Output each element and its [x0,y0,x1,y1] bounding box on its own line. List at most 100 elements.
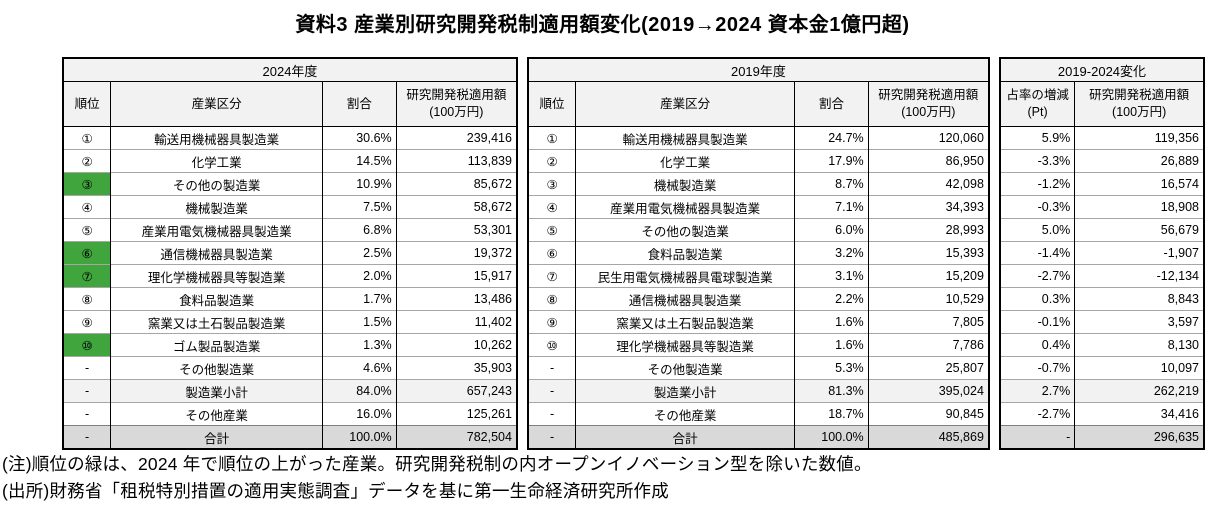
cell-industry: 輸送用機械器具製造業 [110,126,323,150]
table-row: - 製造業小計 81.3% 395,024 [527,379,989,403]
cell-rank: - [63,379,111,403]
table-row: ④ 機械製造業 7.5% 58,672 [63,195,517,219]
table-change-year-label: 2019-2024変化 [999,58,1204,82]
footnotes: (注)順位の緑は、2024 年で順位の上がった産業。研究開発税制の内オープンイノ… [2,451,1205,505]
note-line: (注)順位の緑は、2024 年で順位の上がった産業。研究開発税制の内オープンイノ… [2,454,872,474]
col-header-industry: 産業区分 [110,81,323,127]
cell-rank: ④ [546,200,558,215]
cell-amount: 7,805 [867,310,989,334]
cell-amount: 15,393 [867,241,989,265]
cell-rank: ⑦ [546,269,558,284]
table-2019: 2019年度 順位 産業区分 割合 研究開発税適用額 (100万円) ① 輸送用機… [526,57,990,450]
table-row: ③ 機械製造業 8.7% 42,098 [527,172,989,196]
table-row: - その他産業 18.7% 90,845 [527,402,989,426]
table-row: - 製造業小計 84.0% 657,243 [63,379,517,403]
table-row: -296,635 [999,425,1204,449]
table-2019-header-row: 順位 産業区分 割合 研究開発税適用額 (100万円) [527,81,989,127]
cell-share: 5.9% [1041,131,1071,145]
cell-amount: 119,356 [1074,126,1204,150]
table-row: -0.7% 10,097 [999,356,1204,380]
cell-industry: 食料品製造業 [575,241,795,265]
cell-share: -1.4% [1037,246,1071,260]
cell-industry: 合計 [575,425,795,449]
cell-rank: - [85,361,90,375]
cell-industry: 機械製造業 [110,195,323,219]
cell-industry: 機械製造業 [575,172,795,196]
cell-rank: - [63,425,111,449]
cell-share: 4.6% [322,356,397,380]
table-row: ① 輸送用機械器具製造業 24.7% 120,060 [528,126,989,150]
table-row: ⑥ 食料品製造業 3.2% 15,393 [527,241,989,265]
figure-title: 資料3 産業別研究開発税制適用額変化(2019→2024 資本金1億円超) [295,14,910,36]
cell-amount: 15,209 [867,264,989,288]
cell-amount: 395,024 [867,379,989,403]
table-row: - 合計 100.0% 485,869 [527,425,989,449]
cell-share: 10.9% [322,172,397,196]
cell-share: 2.0% [322,264,397,288]
cell-rank: ⑦ [63,264,111,288]
cell-share: -2.7% [1037,269,1071,283]
cell-share: 16.0% [322,402,397,426]
cell-industry: 窯業又は土石製品製造業 [575,310,795,334]
cell-rank: ② [546,154,558,169]
col-header-amount: 研究開発税適用額 (100万円) [395,81,517,127]
table-row: -3.3% 26,889 [999,149,1204,173]
table-row: -2.7% -12,134 [999,264,1204,288]
cell-share: -3.3% [1037,154,1071,168]
cell-share: 18.7% [794,402,869,426]
table-change-year-row: 2019-2024変化 [999,58,1204,82]
cell-share: -0.7% [1037,361,1071,375]
cell-share: -0.3% [1037,200,1071,214]
cell-amount: 262,219 [1074,379,1204,403]
cell-amount: 10,262 [395,333,517,357]
cell-industry: その他産業 [110,402,323,426]
table-row: -1.4% -1,907 [999,241,1204,265]
col-header-share: 割合 [794,81,869,127]
cell-industry: 理化学機械器具等製造業 [110,264,323,288]
table-row: -0.3% 18,908 [999,195,1204,219]
cell-share: -2.7% [1037,407,1071,421]
cell-rank: - [85,407,90,421]
cell-amount: 56,679 [1074,218,1204,242]
cell-amount: 34,416 [1074,402,1204,426]
cell-amount: 42,098 [867,172,989,196]
col-header-amount: 研究開発税適用額 (100万円) [1074,81,1204,127]
cell-amount: 7,786 [867,333,989,357]
table-row: ⑤ その他の製造業 6.0% 28,993 [527,218,989,242]
cell-rank: ③ [63,172,111,196]
cell-industry: 合計 [110,425,323,449]
cell-industry: 製造業小計 [575,379,795,403]
cell-amount: 296,635 [1074,425,1204,449]
cell-rank: ⑧ [81,292,93,307]
cell-amount: 239,416 [395,126,517,150]
cell-industry: ゴム製品製造業 [110,333,323,357]
cell-share: 5.0% [1041,223,1071,237]
col-header-industry: 産業区分 [575,81,795,127]
cell-amount: 58,672 [395,195,517,219]
cell-share: -1.2% [1037,177,1071,191]
cell-amount: 15,917 [395,264,517,288]
table-row: ⑧ 食料品製造業 1.7% 13,486 [63,287,517,311]
cell-rank: ② [81,154,93,169]
cell-share: 1.7% [322,287,397,311]
cell-amount: 8,130 [1074,333,1204,357]
cell-amount: 18,908 [1074,195,1204,219]
table-row: -1.2% 16,574 [999,172,1204,196]
table-row: 0.4% 8,130 [999,333,1204,357]
cell-share: 1.3% [322,333,397,357]
cell-share: 84.0% [322,379,397,403]
cell-amount: 26,889 [1074,149,1204,173]
cell-industry: その他の製造業 [575,218,795,242]
cell-rank: ① [81,131,93,146]
cell-share: 1.6% [794,333,869,357]
cell-amount: 10,529 [867,287,989,311]
col-header-amount: 研究開発税適用額 (100万円) [867,81,989,127]
cell-rank: ① [546,131,558,146]
cell-amount: 19,372 [395,241,517,265]
cell-amount: 485,869 [867,425,989,449]
col-header-share-change: 占率の増減 (Pt) [999,81,1075,127]
table-2024-year-row: 2024年度 [63,58,517,82]
cell-rank: ⑧ [546,292,558,307]
source-line: (出所)財務省「租税特別措置の適用実態調査」データを基に第一生命経済研究所作成 [2,481,669,502]
